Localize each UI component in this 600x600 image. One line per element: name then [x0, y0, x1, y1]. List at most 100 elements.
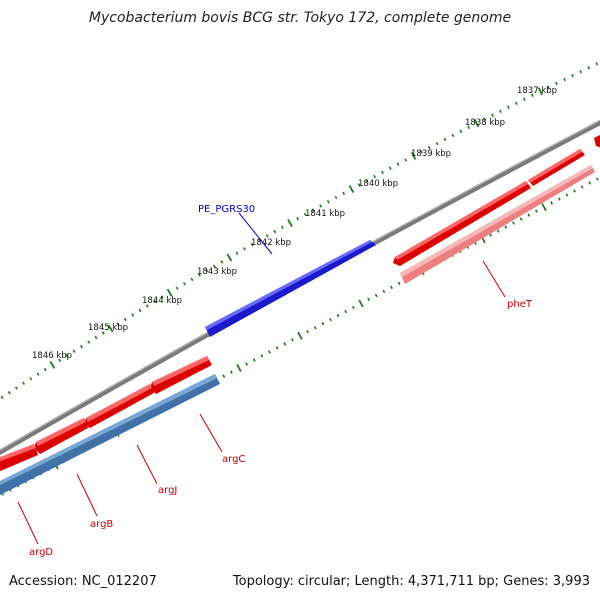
scale-label: 1839 kbp	[411, 149, 451, 159]
scale-labels: 1837 kbp 1838 kbp 1839 kbp 1840 kbp 1841 kbp…	[32, 86, 557, 361]
gene-red-right-3[interactable]	[594, 134, 600, 148]
accession-text: Accession: NC_012207	[9, 574, 157, 589]
inner-tick	[557, 197, 561, 201]
outer-tick	[22, 381, 26, 386]
outer-tick	[160, 295, 164, 299]
inner-tick	[329, 317, 332, 322]
outer-tick	[522, 97, 526, 101]
outer-tick	[563, 77, 566, 82]
outer-tick	[58, 358, 62, 363]
inner-tick	[222, 374, 226, 378]
inner-tick	[550, 201, 554, 205]
outer-tick	[65, 354, 69, 358]
outer-tick	[319, 204, 323, 208]
inner-tick	[313, 326, 317, 330]
outer-tick	[459, 129, 463, 134]
inner-tick	[527, 213, 531, 217]
outer-tick	[29, 377, 33, 381]
scale-label: 1844 kbp	[142, 296, 182, 306]
outer-tick	[587, 66, 591, 70]
inner-tick	[489, 233, 493, 237]
scale-label: 1837 kbp	[517, 86, 557, 96]
outer-tick	[0, 395, 4, 400]
gene-red-left-3[interactable]	[34, 418, 88, 454]
outer-tick	[131, 313, 135, 317]
gene-red-right-1[interactable]	[393, 181, 531, 266]
outer-tick	[303, 212, 307, 217]
inner-tick	[504, 225, 508, 229]
outer-tick	[537, 87, 544, 96]
inner-tick	[390, 285, 393, 290]
inner-tick	[382, 289, 386, 294]
scale-label: 1846 kbp	[32, 351, 72, 361]
outer-tick	[451, 133, 455, 138]
outer-tick	[443, 137, 447, 142]
outer-tick	[265, 234, 269, 238]
gene-label-argc: argC	[222, 454, 245, 465]
gene-pe-pgrs30[interactable]	[205, 240, 376, 337]
outer-tick	[287, 219, 293, 227]
outer-tick	[326, 200, 330, 204]
inner-tick	[260, 354, 264, 358]
outer-tick	[365, 179, 369, 183]
scale-label: 1845 kbp	[88, 323, 128, 333]
inner-tick	[351, 305, 355, 310]
outer-tick	[311, 208, 315, 212]
outer-tick	[373, 174, 377, 179]
outer-tick	[427, 145, 431, 150]
scale-label: 1840 kbp	[358, 179, 398, 189]
outer-tick	[153, 299, 157, 304]
gene-red-left-2[interactable]	[84, 384, 154, 428]
outer-tick	[250, 242, 254, 247]
gene-leader-lines	[17, 212, 506, 545]
outer-tick	[123, 317, 127, 322]
inner-tick	[336, 313, 340, 318]
scale-label: 1841 kbp	[305, 209, 345, 219]
outer-tick	[348, 185, 355, 194]
outer-tick	[72, 349, 76, 353]
outer-tick	[595, 62, 599, 66]
outer-tick	[175, 286, 179, 290]
inner-tick	[283, 342, 287, 346]
outer-tick	[506, 105, 510, 109]
outer-tick	[473, 119, 480, 128]
genome-backbone	[0, 119, 600, 456]
outer-tick	[212, 264, 216, 268]
outer-tick	[342, 191, 346, 195]
outer-tick	[258, 238, 262, 242]
outer-tick	[579, 69, 583, 74]
outer-tick	[138, 308, 142, 313]
inner-tick	[367, 297, 371, 302]
outer-tick	[197, 273, 201, 277]
outer-tick	[334, 195, 338, 200]
gene-label-argj: argJ	[158, 485, 177, 496]
outer-tick	[205, 268, 209, 273]
gene-red-right-2[interactable]	[528, 149, 585, 186]
gene-red-left-1[interactable]	[150, 356, 212, 394]
outer-tick	[547, 85, 550, 90]
outer-tick	[530, 93, 534, 97]
gene-steel-blue[interactable]	[0, 374, 220, 496]
outer-tick	[166, 288, 173, 297]
inner-tick	[344, 309, 348, 314]
gene-phet[interactable]	[400, 165, 595, 284]
outer-tick	[190, 277, 194, 282]
inner-tick	[565, 193, 569, 197]
outer-tick	[243, 247, 246, 251]
outer-tick	[43, 367, 47, 372]
inner-tick	[374, 293, 378, 298]
inner-tick	[275, 346, 279, 350]
gene-label-pe-pgrs30: PE_PGRS30	[198, 204, 255, 215]
inner-tick	[229, 370, 233, 374]
inner-tick	[397, 281, 401, 286]
gene-red-left-4[interactable]	[0, 444, 38, 472]
outer-tick	[467, 125, 471, 130]
outer-tick	[483, 117, 486, 121]
inner-tick	[573, 189, 576, 193]
inner-tick	[306, 330, 310, 334]
inner-tick	[519, 217, 523, 221]
scale-label: 1838 kbp	[465, 118, 505, 128]
gene-label-argb: argB	[90, 519, 113, 530]
outer-tick	[514, 101, 518, 105]
